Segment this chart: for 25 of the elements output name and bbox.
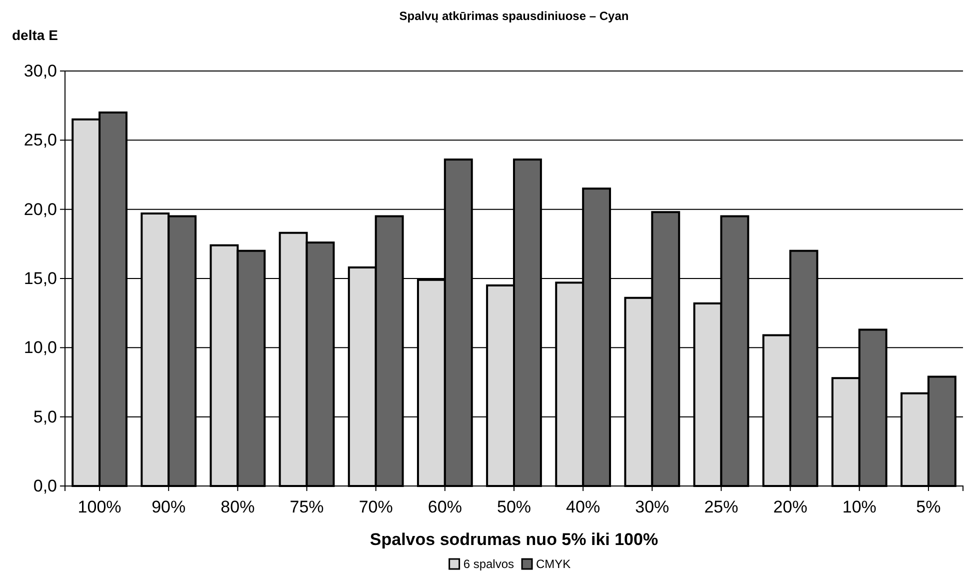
y-axis-title: delta E [12, 27, 58, 43]
x-tick-label: 10% [842, 498, 876, 517]
x-axis-title: Spalvos sodrumas nuo 5% iki 100% [370, 530, 658, 549]
x-tick-label: 50% [496, 498, 532, 517]
x-tick-label: 80% [220, 498, 255, 517]
y-tick-label: 0,0 [33, 476, 57, 496]
y-tick-label: 5,0 [33, 407, 57, 426]
x-tick-label: 25% [704, 498, 738, 517]
y-tick-label: 30,0 [24, 61, 57, 80]
x-tick-label: 60% [428, 498, 462, 517]
x-tick-label: 75% [290, 498, 324, 517]
y-tick-label: 25,0 [24, 130, 57, 150]
x-tick-label: 5% [916, 498, 941, 517]
legend-label: CMYK [536, 557, 571, 571]
y-tick-label: 20,0 [24, 200, 57, 219]
x-tick-label: 70% [358, 498, 393, 517]
x-tick-label: 100% [78, 498, 122, 517]
y-tick-label: 15,0 [24, 268, 57, 288]
x-tick-label: 30% [635, 498, 670, 517]
y-tick-label: 10,0 [24, 338, 57, 358]
chart-title: Spalvų atkūrimas spausdiniuose – Cyan [399, 9, 629, 23]
x-tick-label: 20% [773, 498, 808, 517]
x-tick-label: 40% [566, 498, 600, 517]
legend-label: 6 spalvos [463, 557, 514, 571]
x-tick-label: 90% [152, 498, 186, 517]
